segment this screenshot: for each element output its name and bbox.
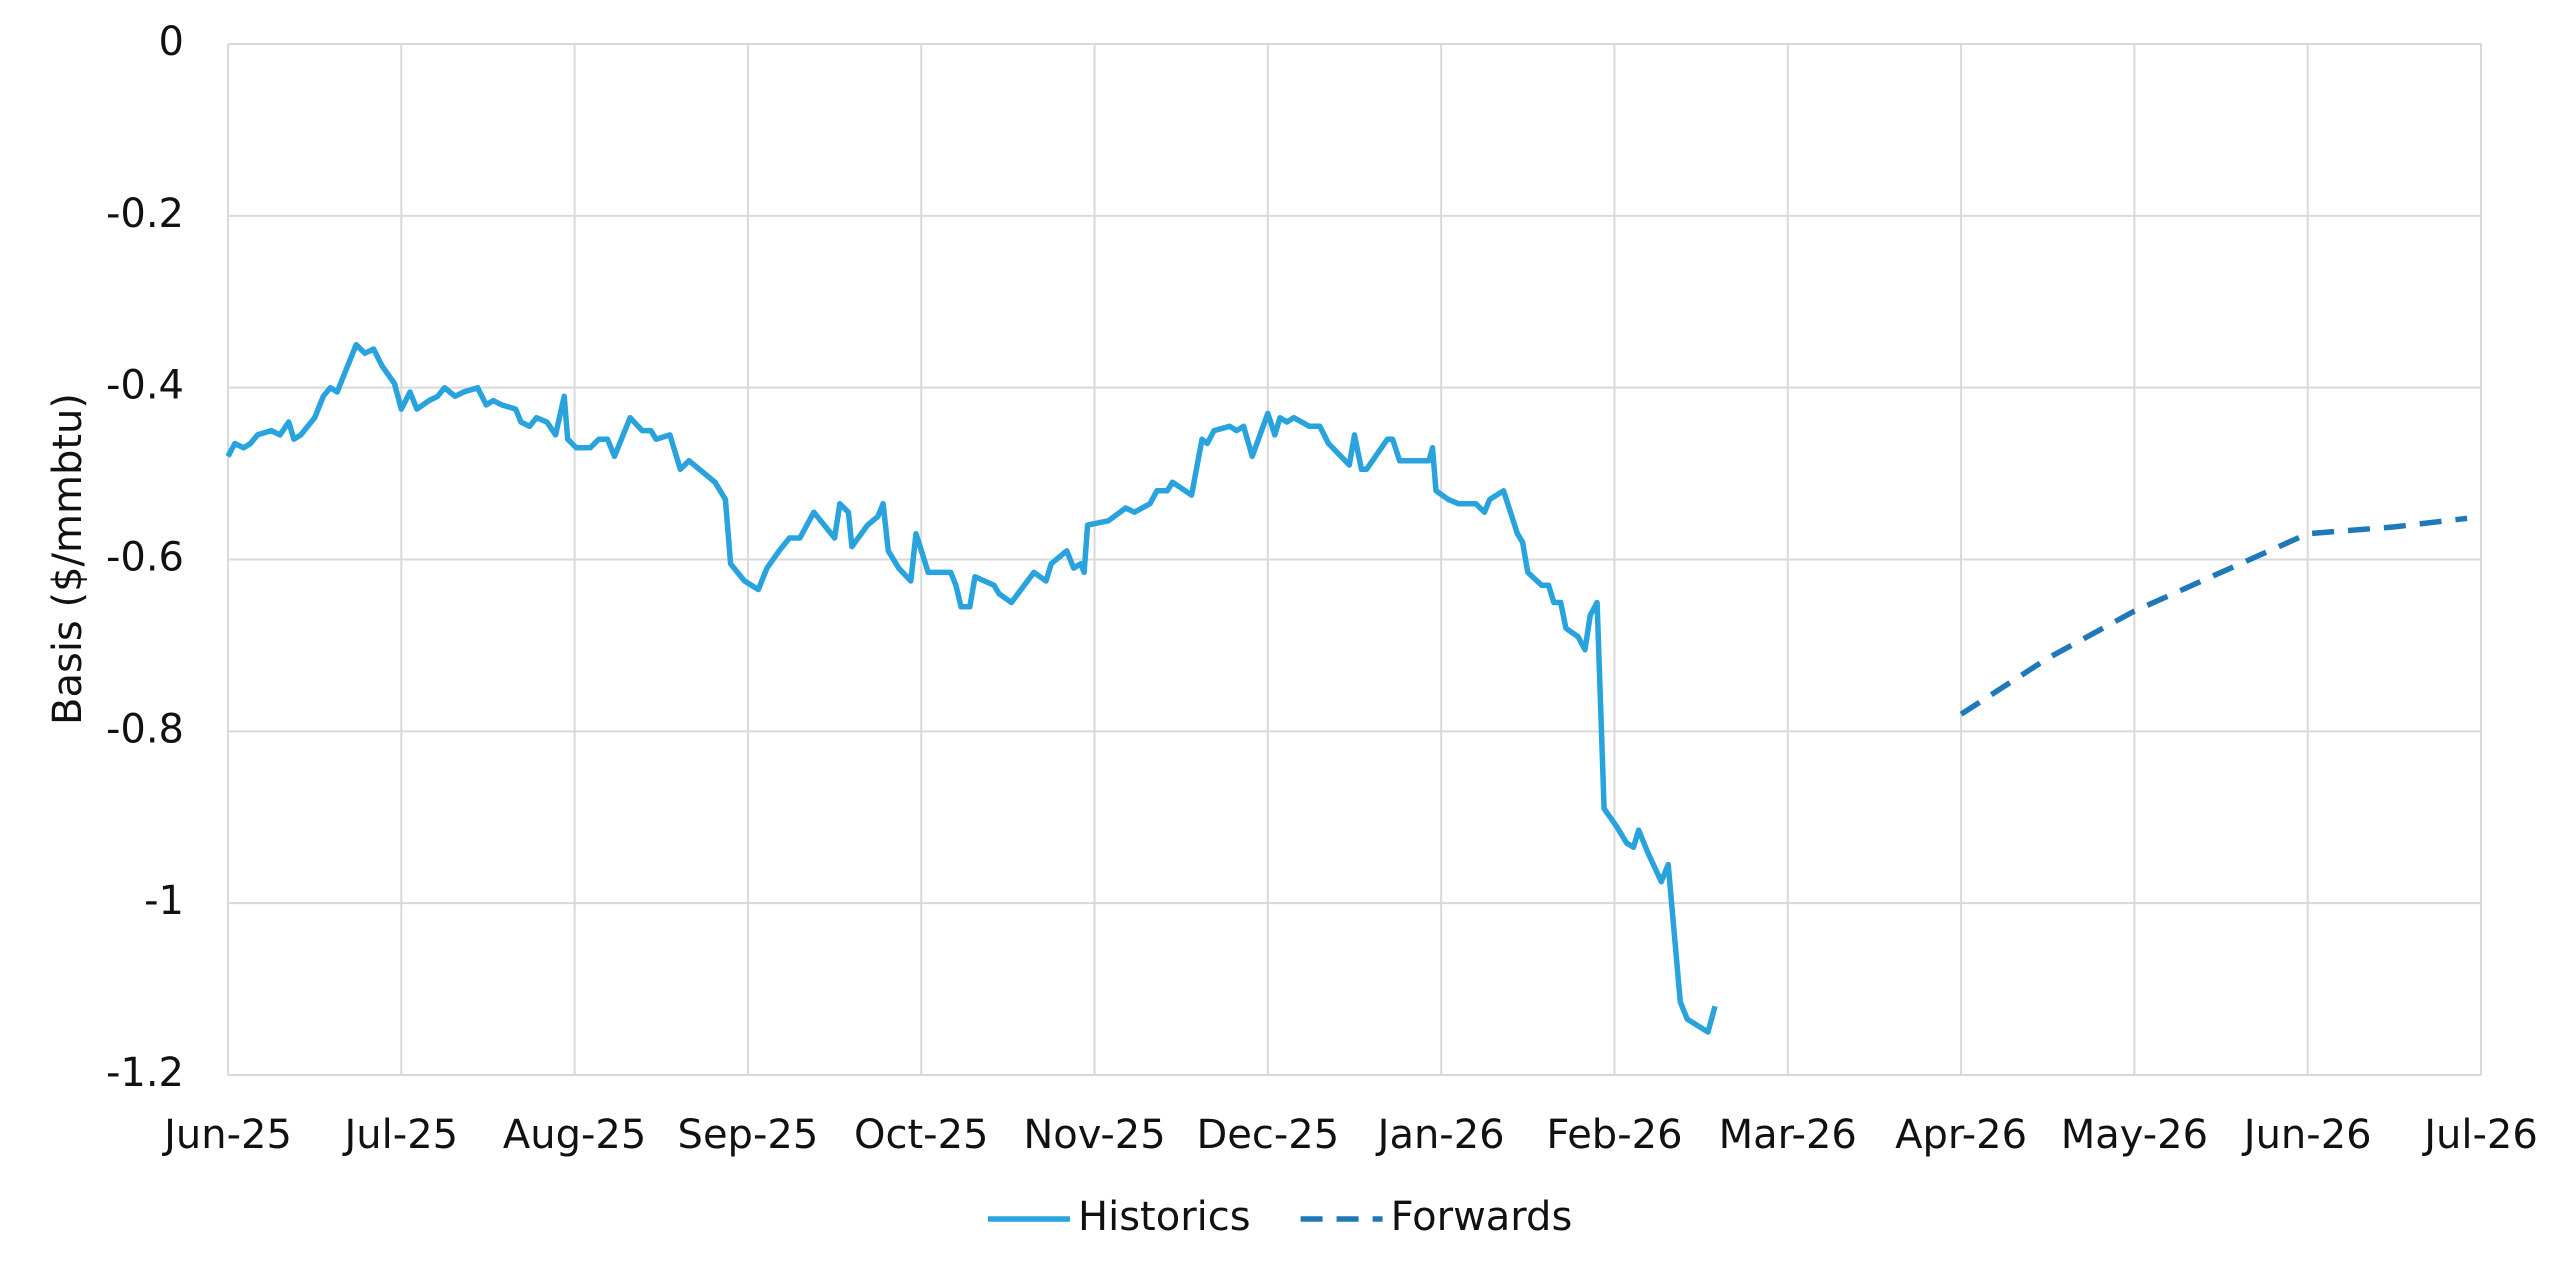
y-axis-title: Basis ($/mmbtu) [45,393,91,725]
x-tick-label: Oct-25 [854,1112,989,1158]
x-tick-label: Mar-26 [1719,1112,1857,1158]
x-tick-label: Jan-26 [1375,1112,1505,1158]
x-tick-label: Nov-25 [1023,1112,1165,1158]
y-tick-label: -0.6 [106,535,184,581]
series-line [225,341,1718,1035]
x-tick-label: Jul-26 [2421,1112,2538,1158]
x-tick-label: May-26 [2061,1112,2208,1158]
x-tick-label: Jun-26 [2241,1112,2372,1158]
y-tick-label: -0.8 [106,706,184,752]
legend-label: Forwards [1391,1194,1573,1240]
series-line [1959,515,2468,717]
y-tick-label: -0.2 [106,191,184,237]
x-tick-label: Sep-25 [678,1112,819,1158]
x-tick-label: Dec-25 [1196,1112,1339,1158]
y-tick-label: 0 [159,19,184,65]
x-tick-label: Aug-25 [503,1112,646,1158]
y-tick-label: -1 [144,878,184,924]
y-tick-label: -1.2 [106,1050,184,1096]
x-tick-label: Apr-26 [1895,1112,2027,1158]
legend-label: Historics [1078,1194,1251,1240]
x-tick-label: Feb-26 [1546,1112,1682,1158]
y-tick-label: -0.4 [106,363,184,409]
x-tick-label: Jun-25 [161,1112,292,1158]
x-tick-label: Jul-25 [342,1112,459,1158]
